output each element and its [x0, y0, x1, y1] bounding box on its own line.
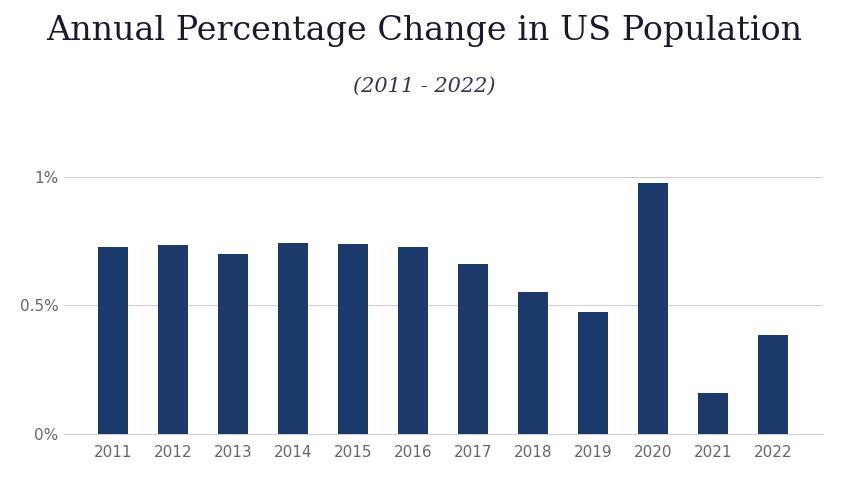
- Bar: [158, 245, 188, 434]
- Bar: [758, 335, 788, 434]
- Bar: [458, 264, 488, 434]
- Bar: [278, 243, 308, 434]
- Text: (2011 - 2022): (2011 - 2022): [353, 76, 495, 96]
- Bar: [578, 312, 608, 434]
- Bar: [398, 247, 428, 434]
- Bar: [218, 254, 248, 434]
- Text: Annual Percentage Change in US Population: Annual Percentage Change in US Populatio…: [46, 15, 802, 47]
- Bar: [338, 244, 368, 434]
- Bar: [98, 246, 128, 434]
- Bar: [698, 393, 728, 434]
- Bar: [518, 292, 548, 434]
- Bar: [638, 183, 668, 434]
